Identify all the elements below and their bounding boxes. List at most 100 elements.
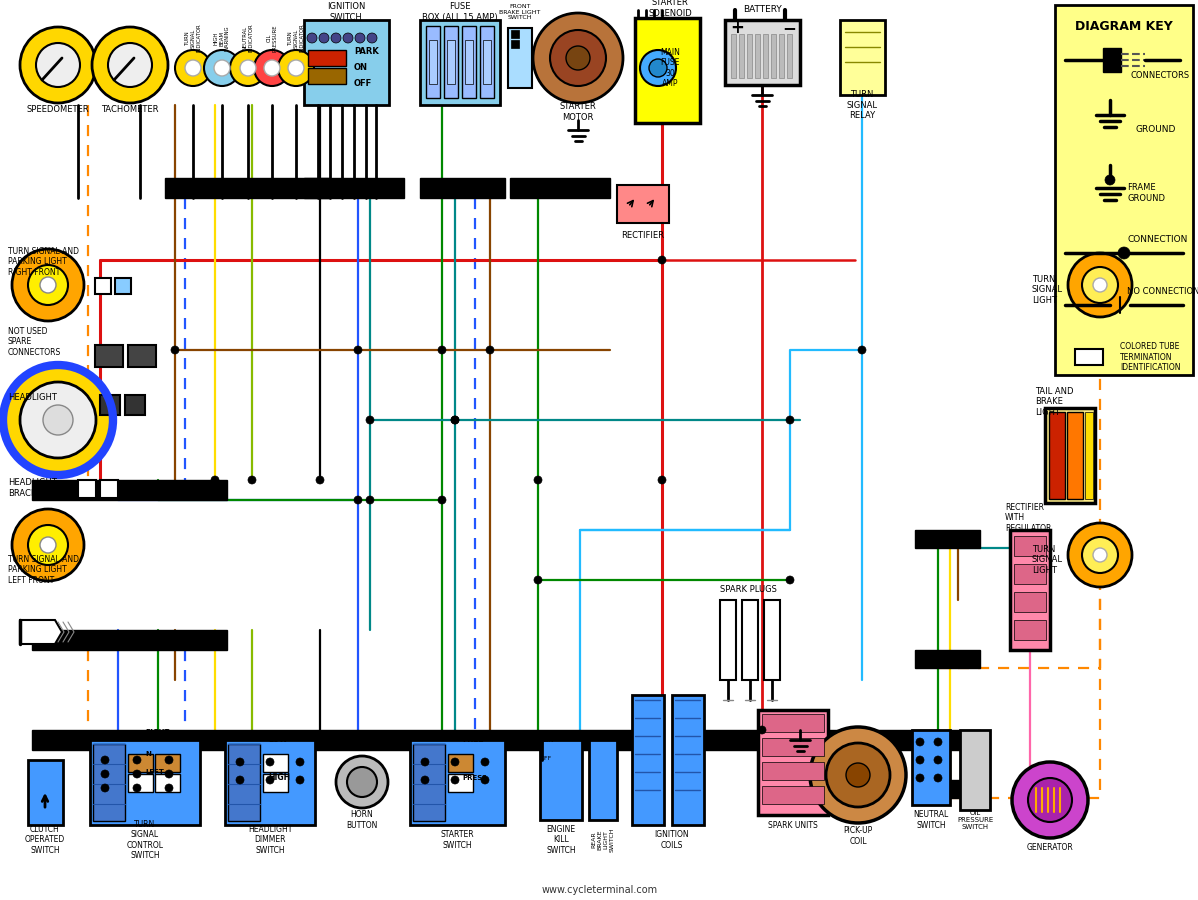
Bar: [635, 18, 700, 123]
Bar: [680, 730, 980, 750]
Bar: [155, 774, 180, 792]
Bar: [444, 26, 458, 98]
Bar: [617, 185, 668, 223]
Circle shape: [204, 50, 240, 86]
Text: N: N: [145, 751, 151, 757]
Circle shape: [288, 60, 304, 76]
Bar: [429, 40, 437, 84]
Bar: [228, 744, 260, 821]
Text: CONNECTORS: CONNECTORS: [1131, 71, 1190, 80]
Polygon shape: [20, 620, 62, 644]
Text: CONNECTION: CONNECTION: [1127, 235, 1187, 244]
Circle shape: [165, 756, 173, 764]
Text: TURN
SIGNAL
LIGHT: TURN SIGNAL LIGHT: [1031, 275, 1063, 305]
Bar: [264, 774, 288, 792]
Text: PICK-UP
COIL: PICK-UP COIL: [843, 826, 872, 846]
Circle shape: [550, 30, 606, 86]
Text: OIL
PRESSURE: OIL PRESSURE: [267, 24, 278, 51]
Circle shape: [1012, 762, 1088, 838]
Circle shape: [278, 50, 314, 86]
Text: GROUND: GROUND: [1135, 125, 1175, 134]
Text: HORN
BUTTON: HORN BUTTON: [346, 810, 377, 830]
Circle shape: [858, 346, 866, 354]
Circle shape: [266, 758, 274, 766]
Circle shape: [296, 758, 304, 766]
Text: GENERATOR: GENERATOR: [1027, 843, 1073, 852]
Bar: [758, 710, 828, 815]
Bar: [1075, 349, 1103, 365]
Bar: [99, 480, 117, 498]
Bar: [512, 40, 519, 48]
Text: PARK: PARK: [353, 48, 379, 57]
Circle shape: [934, 756, 942, 764]
Circle shape: [266, 776, 274, 784]
Circle shape: [355, 33, 365, 43]
Circle shape: [2, 364, 114, 476]
Text: ENGINE
KILL
SWITCH: ENGINE KILL SWITCH: [546, 825, 576, 855]
Text: FRAME
GROUND: FRAME GROUND: [1127, 184, 1164, 202]
Text: NEUTRAL
SWITCH: NEUTRAL SWITCH: [913, 810, 949, 830]
Circle shape: [12, 509, 84, 581]
Bar: [915, 780, 980, 798]
Bar: [672, 695, 704, 825]
Bar: [480, 26, 494, 98]
Text: NO CONNECTION: NO CONNECTION: [1127, 286, 1198, 295]
Bar: [128, 754, 153, 772]
Bar: [308, 68, 346, 84]
Circle shape: [786, 416, 794, 424]
Text: LOW: LOW: [268, 735, 288, 744]
Circle shape: [534, 576, 541, 584]
Bar: [762, 786, 824, 804]
Bar: [762, 762, 824, 780]
Circle shape: [658, 256, 666, 264]
Circle shape: [786, 576, 794, 584]
Circle shape: [658, 476, 666, 484]
Text: TURN
SIGNAL
INDICATOR: TURN SIGNAL INDICATOR: [288, 23, 304, 52]
Circle shape: [1067, 253, 1132, 317]
Text: HIGH
BEAM
WARNING: HIGH BEAM WARNING: [213, 25, 230, 50]
Bar: [540, 740, 582, 820]
Circle shape: [335, 756, 388, 808]
Circle shape: [534, 476, 541, 484]
Text: RIGHT: RIGHT: [145, 729, 169, 735]
Circle shape: [28, 265, 68, 305]
Text: TURN
SIGNAL
CONTROL
SWITCH: TURN SIGNAL CONTROL SWITCH: [127, 820, 163, 860]
Circle shape: [236, 776, 244, 784]
Text: TACHOMETER: TACHOMETER: [102, 105, 159, 114]
Circle shape: [40, 537, 56, 553]
Bar: [115, 278, 131, 294]
Text: HEADLIGHT
BRACKET: HEADLIGHT BRACKET: [8, 478, 56, 498]
Bar: [32, 730, 662, 750]
Bar: [125, 395, 145, 415]
Circle shape: [450, 416, 459, 424]
Bar: [420, 178, 506, 198]
Circle shape: [758, 726, 766, 734]
Circle shape: [92, 27, 168, 103]
Circle shape: [934, 738, 942, 746]
Text: RUN: RUN: [540, 737, 553, 742]
Circle shape: [649, 59, 667, 77]
Circle shape: [353, 496, 362, 504]
Circle shape: [916, 738, 924, 746]
Bar: [840, 20, 885, 95]
Text: ON: ON: [353, 64, 368, 73]
Text: NOT USED
SPARE
CONNECTORS: NOT USED SPARE CONNECTORS: [8, 327, 61, 357]
Circle shape: [214, 60, 230, 76]
Circle shape: [184, 60, 201, 76]
Bar: [1010, 530, 1049, 650]
Circle shape: [36, 43, 80, 87]
Bar: [426, 26, 440, 98]
Bar: [915, 650, 980, 668]
Circle shape: [331, 33, 341, 43]
Bar: [1045, 408, 1095, 503]
Circle shape: [316, 476, 323, 484]
Circle shape: [254, 50, 290, 86]
Text: TURN
SIGNAL
INDICATOR: TURN SIGNAL INDICATOR: [184, 23, 201, 52]
Text: IGNITION
SWITCH: IGNITION SWITCH: [327, 3, 365, 22]
Text: TURN
SIGNAL
LIGHT: TURN SIGNAL LIGHT: [1031, 545, 1063, 575]
Circle shape: [1067, 523, 1132, 587]
Circle shape: [171, 346, 179, 354]
Bar: [465, 40, 473, 84]
Circle shape: [565, 46, 589, 70]
Bar: [410, 740, 506, 825]
